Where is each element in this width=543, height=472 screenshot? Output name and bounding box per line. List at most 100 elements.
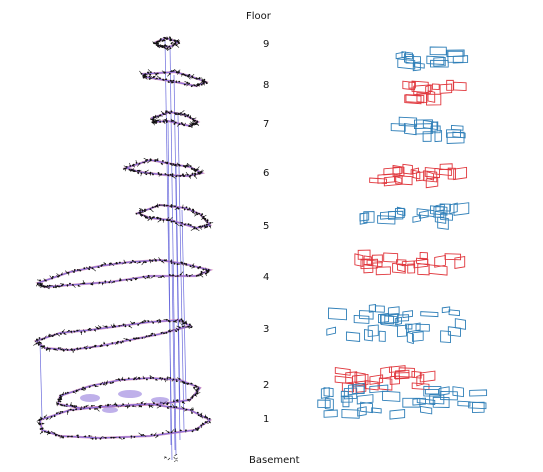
room-outline [468, 401, 487, 410]
graph-node [50, 415, 53, 418]
graph-node [209, 225, 211, 228]
graph-node [143, 161, 146, 164]
graph-node [177, 41, 180, 44]
graph-node [201, 213, 204, 216]
ground-floor-fill [80, 390, 169, 413]
room-outline [457, 400, 471, 407]
graph-node [83, 267, 86, 270]
graph-node [170, 39, 173, 41]
graph-node [83, 330, 86, 333]
room-outline [416, 397, 436, 406]
graph-node [131, 259, 134, 262]
room-outline [367, 324, 379, 338]
graph-floor-3 [33, 318, 193, 354]
graph-node [139, 211, 142, 214]
graph-node [104, 263, 107, 265]
room-outline [360, 401, 373, 414]
graph-node [199, 273, 202, 276]
graph-node [60, 435, 63, 438]
graph-node [71, 435, 73, 438]
room-outline [402, 397, 421, 408]
graph-node [163, 259, 166, 262]
graph-node [156, 217, 159, 219]
navigation-graph-stack [33, 36, 214, 462]
graph-node [188, 82, 190, 85]
room-outline [317, 399, 331, 409]
outline-floor-6 [369, 163, 468, 189]
graph-node [138, 377, 141, 380]
graph-node [193, 174, 196, 177]
graph-node [157, 171, 160, 174]
graph-node [165, 110, 168, 113]
room-outline [406, 331, 414, 345]
graph-node [165, 318, 168, 321]
graph-node [132, 163, 135, 166]
graph-node [156, 72, 159, 75]
graph-node [203, 78, 206, 81]
graph-node [159, 259, 161, 261]
graph-node [191, 118, 194, 121]
graph-node [189, 165, 192, 168]
room-outline [369, 384, 389, 394]
graph-floor-9 [152, 36, 181, 51]
graph-node [194, 384, 197, 387]
room-outline [427, 90, 436, 103]
graph-node [168, 274, 171, 276]
graph-node [165, 78, 168, 81]
graph-node [141, 214, 144, 217]
graph-node [167, 431, 170, 434]
graph-node [143, 403, 146, 405]
graph-node [198, 77, 201, 80]
graph-node [70, 348, 73, 351]
graph-node [43, 416, 46, 418]
outline-floor-4 [354, 249, 466, 276]
room-outline [414, 119, 433, 129]
graph-node [162, 402, 165, 405]
graph-node [175, 399, 178, 402]
graph-node [153, 402, 155, 405]
graph-node [193, 386, 195, 389]
graph-node [120, 341, 123, 344]
graph-node [174, 430, 177, 433]
room-outline [424, 167, 440, 179]
vertical-link-1 [169, 44, 177, 456]
graph-node [159, 38, 162, 40]
graph-node [143, 215, 146, 217]
graph-node [151, 121, 154, 124]
graph-node [93, 383, 96, 386]
graph-node [72, 391, 75, 393]
graph-node [137, 171, 139, 174]
graph-node [98, 281, 101, 284]
room-outline [389, 409, 406, 420]
room-outline [364, 329, 373, 342]
graph-node [175, 330, 178, 333]
graph-node [83, 346, 86, 349]
graph-node [205, 223, 208, 226]
graph-node [163, 378, 166, 381]
graph-node [148, 78, 151, 80]
floor-path [39, 403, 212, 439]
graph-node [115, 341, 118, 344]
graph-node [99, 437, 102, 440]
room-outline [441, 306, 451, 314]
graph-node [62, 349, 65, 351]
graph-node [207, 270, 210, 272]
room-outline [357, 249, 371, 260]
graph-node [162, 78, 164, 81]
graph-node [192, 264, 194, 267]
graph-node [185, 408, 188, 411]
graph-node [41, 427, 44, 430]
graph-node [184, 165, 187, 168]
room-blob [102, 407, 118, 413]
graph-node [79, 269, 82, 272]
graph-node [73, 405, 76, 408]
graph-node [90, 283, 93, 285]
room-outline [439, 83, 453, 94]
graph-node [128, 168, 131, 171]
graph-node [36, 283, 39, 286]
graph-node [191, 412, 193, 414]
graph-node [149, 158, 152, 161]
graph-node [106, 344, 109, 347]
room-outline [345, 371, 358, 384]
vertical-link-left [39, 341, 43, 419]
